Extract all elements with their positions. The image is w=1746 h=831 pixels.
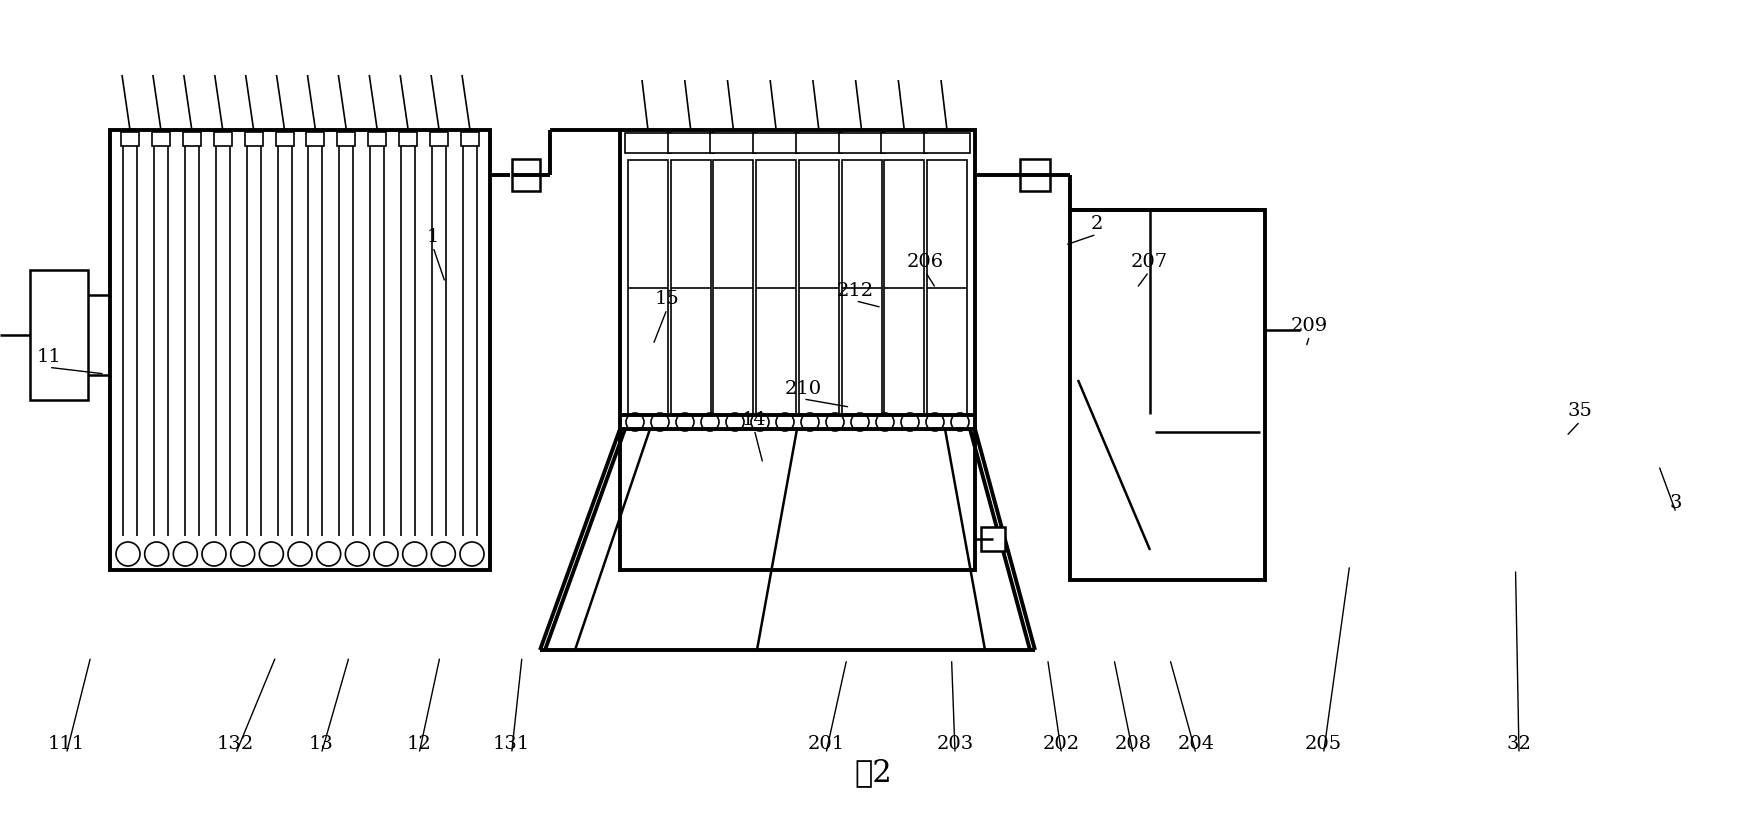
Text: 207: 207 — [1130, 253, 1168, 271]
Bar — [796, 133, 842, 153]
Text: 32: 32 — [1507, 735, 1531, 753]
Bar — [629, 160, 669, 415]
Bar — [670, 160, 711, 415]
Bar — [714, 160, 754, 415]
Text: 204: 204 — [1177, 735, 1215, 753]
Bar — [183, 132, 201, 146]
Text: 208: 208 — [1114, 735, 1152, 753]
Bar — [620, 130, 974, 570]
Bar — [152, 132, 169, 146]
Text: 132: 132 — [217, 735, 255, 753]
Text: 203: 203 — [936, 735, 974, 753]
Bar — [924, 133, 971, 153]
Bar — [981, 527, 1006, 551]
Text: 111: 111 — [47, 735, 86, 753]
Bar — [842, 160, 882, 415]
Bar — [430, 132, 449, 146]
Bar — [244, 132, 262, 146]
Bar — [927, 160, 967, 415]
Bar — [883, 160, 924, 415]
Text: 3: 3 — [1669, 494, 1683, 512]
Bar — [800, 160, 838, 415]
Text: 14: 14 — [742, 411, 766, 429]
Bar — [753, 133, 800, 153]
Text: 1: 1 — [426, 228, 440, 246]
Bar — [461, 132, 478, 146]
Bar — [120, 132, 140, 146]
Text: 2: 2 — [1090, 215, 1103, 234]
Bar — [110, 130, 491, 570]
Text: 图2: 图2 — [854, 757, 892, 789]
Bar — [1070, 210, 1266, 580]
Text: 11: 11 — [37, 348, 61, 366]
Text: 131: 131 — [492, 735, 531, 753]
Text: 201: 201 — [807, 735, 845, 753]
Bar — [30, 270, 87, 400]
Bar — [838, 133, 885, 153]
Text: 205: 205 — [1304, 735, 1343, 753]
Bar — [337, 132, 356, 146]
Bar — [512, 159, 540, 191]
Bar — [400, 132, 417, 146]
Bar — [368, 132, 386, 146]
Bar — [307, 132, 325, 146]
Text: 209: 209 — [1290, 317, 1329, 335]
Text: 210: 210 — [784, 380, 822, 398]
Bar — [276, 132, 293, 146]
Text: 202: 202 — [1042, 735, 1081, 753]
Text: 12: 12 — [407, 735, 431, 753]
Text: 35: 35 — [1568, 402, 1592, 420]
Bar — [711, 133, 756, 153]
Bar — [213, 132, 232, 146]
Bar — [625, 133, 670, 153]
Bar — [882, 133, 927, 153]
Text: 206: 206 — [906, 253, 945, 271]
Bar — [1020, 159, 1049, 191]
Text: 13: 13 — [309, 735, 333, 753]
Bar — [756, 160, 796, 415]
Bar — [667, 133, 714, 153]
Text: 15: 15 — [655, 290, 679, 308]
Text: 212: 212 — [836, 282, 875, 300]
